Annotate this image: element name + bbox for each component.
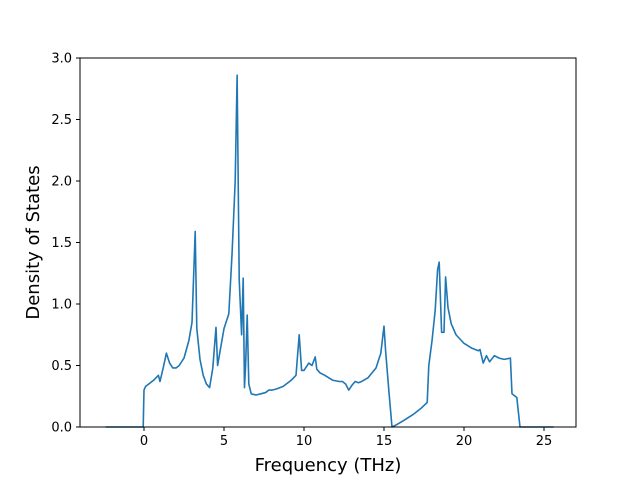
- x-axis-ticks: 0 5 10 15 20 25: [140, 427, 552, 449]
- y-tick-label: 1.0: [51, 298, 72, 313]
- x-axis-label: Frequency (THz): [255, 455, 402, 476]
- x-tick-label: 10: [296, 434, 313, 449]
- x-tick-label: 15: [376, 434, 393, 449]
- x-tick-label: 0: [140, 434, 148, 449]
- x-tick-label: 5: [220, 434, 228, 449]
- y-tick-label: 2.5: [51, 113, 72, 128]
- y-tick-label: 1.5: [51, 236, 72, 251]
- y-tick-label: 0.5: [51, 359, 72, 374]
- x-tick-label: 20: [456, 434, 473, 449]
- y-tick-label: 0.0: [51, 421, 72, 436]
- y-tick-label: 2.0: [51, 175, 72, 190]
- y-axis-ticks: 0.0 0.5 1.0 1.5 2.0 2.5 3.0: [51, 52, 80, 436]
- axes-frame: [79, 57, 577, 428]
- x-tick-label: 25: [536, 434, 553, 449]
- dos-series-line: [105, 74, 554, 428]
- y-tick-label: 3.0: [51, 52, 72, 67]
- plot-area: [105, 74, 554, 428]
- y-axis-label: Density of States: [23, 165, 44, 319]
